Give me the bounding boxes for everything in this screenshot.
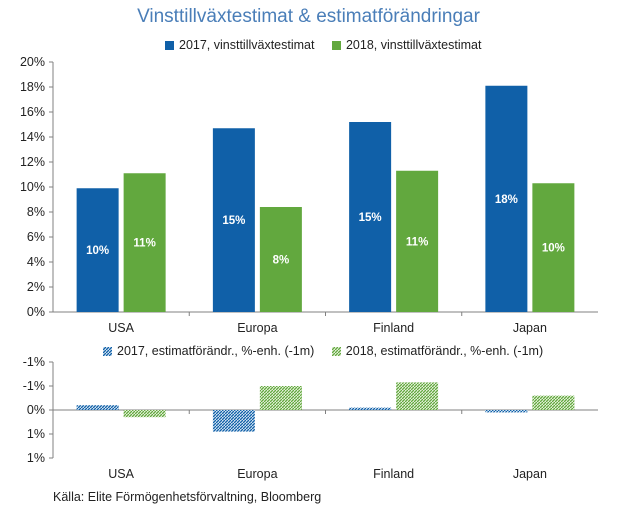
data-label: 11% xyxy=(133,238,155,250)
bar-2018-change xyxy=(259,386,302,410)
y-tick-label: 16% xyxy=(20,105,45,119)
legend-item-2018-growth: 2018, vinsttillväxtestimat xyxy=(331,38,482,52)
y-tick-label: -1% xyxy=(23,355,45,369)
y-tick-label: 14% xyxy=(20,130,45,144)
y-tick-label: 1% xyxy=(27,451,45,465)
x-tick-label: Finland xyxy=(373,321,414,335)
top-legend: 2017, vinsttillväxtestimat 2018, vinstti… xyxy=(165,38,495,53)
data-label: 10% xyxy=(542,243,565,255)
bar-2018-growth xyxy=(396,170,439,312)
bar-2017-change xyxy=(349,407,392,410)
legend-swatch-green-hatched xyxy=(331,346,341,356)
data-label: 8% xyxy=(273,255,290,267)
bar-2018-change xyxy=(123,410,166,418)
y-tick-label: 20% xyxy=(20,55,45,69)
legend-item-2018-change: 2018, estimatförändr., %-enh. (-1m) xyxy=(331,344,544,358)
y-tick-label: 6% xyxy=(27,230,45,244)
bar-2017-change xyxy=(485,410,528,413)
data-label: 15% xyxy=(359,212,382,224)
bottom-legend: 2017, estimatförändr., %-enh. (-1m) 2018… xyxy=(103,344,557,359)
bar-2018-growth xyxy=(532,183,575,312)
y-tick-label: 0% xyxy=(27,403,45,417)
legend-swatch-blue-hatched xyxy=(103,346,112,356)
y-tick-label: 10% xyxy=(20,180,45,194)
data-label: 15% xyxy=(222,215,245,227)
legend-label: 2017, vinsttillväxtestimat xyxy=(179,38,315,52)
bar-2017-change xyxy=(212,410,255,432)
legend-item-2017-change: 2017, estimatförändr., %-enh. (-1m) xyxy=(103,344,314,358)
y-tick-label: -1% xyxy=(23,379,45,393)
bar-2018-growth xyxy=(259,207,302,312)
x-tick-label: Europa xyxy=(237,467,277,481)
y-tick-label: 4% xyxy=(27,255,45,269)
legend-label: 2018, estimatförändr., %-enh. (-1m) xyxy=(345,344,544,358)
y-tick-label: 12% xyxy=(20,155,45,169)
bar-2018-growth xyxy=(123,173,166,312)
data-label: 18% xyxy=(495,194,518,206)
chart-title: Vinsttillväxtestimat & estimatförändring… xyxy=(137,6,480,27)
bar-2018-change xyxy=(532,395,575,410)
x-tick-label: Japan xyxy=(513,321,547,335)
x-tick-label: USA xyxy=(108,321,134,335)
y-tick-label: 0% xyxy=(27,305,45,319)
legend-label: 2018, vinsttillväxtestimat xyxy=(345,38,482,52)
legend-swatch-blue xyxy=(165,40,174,50)
bar-2017-growth xyxy=(485,85,528,312)
source-note: Källa: Elite Förmögenhetsförvaltning, Bl… xyxy=(53,490,322,504)
legend-item-2017-growth: 2017, vinsttillväxtestimat xyxy=(165,38,314,52)
bar-2017-change xyxy=(76,405,119,410)
bar-2017-growth xyxy=(212,128,255,312)
legend-label: 2017, estimatförändr., %-enh. (-1m) xyxy=(117,344,315,358)
legend-swatch-green xyxy=(331,40,341,50)
y-tick-label: 2% xyxy=(27,280,45,294)
x-tick-label: Japan xyxy=(513,467,547,481)
x-tick-label: Finland xyxy=(373,467,414,481)
bottom-bar-chart: -1% -1% 0% 1% 1% USA Europa Finland Japan xyxy=(23,355,598,481)
bar-2017-growth xyxy=(349,122,392,312)
x-tick-label: Europa xyxy=(237,321,277,335)
bar-2018-change xyxy=(396,382,439,410)
y-tick-label: 1% xyxy=(27,427,45,441)
top-bar-chart: 0% 2% 4% 6% 8% 10% 12% 14% 16% 18% 20% USA 10% 11% Eur… xyxy=(20,55,598,335)
y-tick-label: 8% xyxy=(27,205,45,219)
data-label: 11% xyxy=(406,236,428,248)
data-label: 10% xyxy=(86,245,109,257)
bar-2017-growth xyxy=(76,188,119,312)
x-tick-label: USA xyxy=(108,467,134,481)
y-tick-label: 18% xyxy=(20,80,45,94)
